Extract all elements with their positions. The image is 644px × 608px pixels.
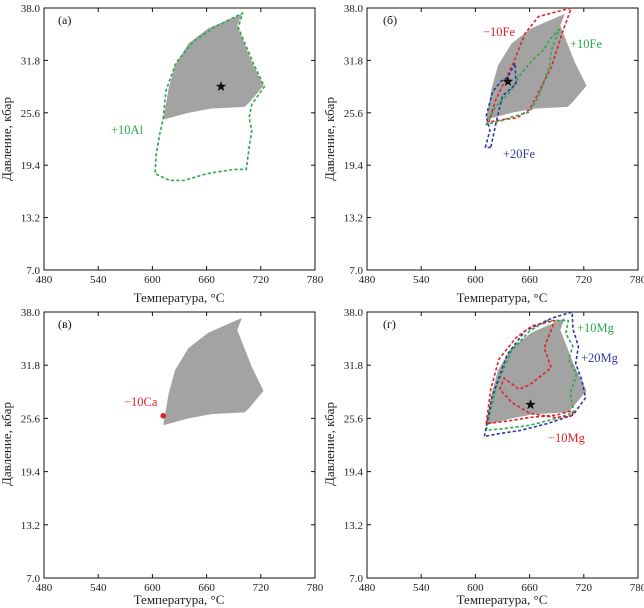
y-axis-label: Давление, кбар — [0, 402, 14, 486]
x-tick-label: 660 — [198, 582, 215, 594]
y-tick-label: 38.0 — [21, 3, 41, 15]
annotation-plus10mg: +10Mg — [577, 321, 615, 335]
y-tick-label: 19.4 — [344, 467, 364, 479]
annotation-minus10ca: −10Ca — [124, 395, 158, 409]
y-tick-label: 25.6 — [344, 108, 364, 120]
x-tick-label: 600 — [467, 274, 484, 286]
y-tick-label: 13.2 — [21, 520, 40, 532]
y-tick-label: 13.2 — [344, 213, 363, 225]
x-tick-label: 480 — [359, 582, 376, 594]
y-axis-label: Давление, кбар — [322, 97, 337, 181]
star-marker — [525, 399, 536, 410]
y-tick-label: 31.8 — [21, 55, 41, 67]
contour-minus10mg — [485, 319, 574, 425]
contour-plus10mg — [485, 319, 578, 432]
plot-frame — [43, 7, 316, 271]
plot-frame — [43, 311, 316, 579]
y-tick-label: 31.8 — [21, 360, 41, 372]
y-tick-label: 7.0 — [349, 573, 363, 585]
x-tick-label: 660 — [521, 274, 538, 286]
x-axis-label: Температура, °C — [457, 592, 548, 607]
x-tick-label: 780 — [307, 582, 324, 594]
annotation-minus10fe: −10Fe — [483, 25, 516, 39]
x-tick-label: 600 — [144, 582, 161, 594]
contour-minus10fe — [488, 7, 573, 123]
x-tick-label: 540 — [413, 582, 430, 594]
annotation-plus20mg: +20Mg — [581, 351, 619, 365]
x-tick-label: 720 — [576, 582, 593, 594]
x-tick-label: 480 — [36, 274, 53, 286]
contour-plus20mg — [483, 311, 587, 438]
x-tick-label: 660 — [198, 274, 215, 286]
x-tick-label: 480 — [359, 274, 376, 286]
y-tick-label: 25.6 — [21, 108, 41, 120]
y-tick-label: 31.8 — [344, 360, 364, 372]
x-tick-label: 780 — [307, 274, 324, 286]
panel-label: (г) — [383, 317, 396, 331]
y-tick-label: 19.4 — [344, 160, 364, 172]
y-tick-label: 7.0 — [349, 265, 363, 277]
panel-label: (в) — [58, 317, 72, 331]
panel-b: 480 540 600 660 720 780 7.0 13.2 19.4 25.6 31.8 38.… — [322, 3, 644, 305]
annotation-minus10mg: −10Mg — [548, 431, 586, 445]
y-tick-label: 19.4 — [21, 467, 41, 479]
base-stability-region — [163, 13, 264, 120]
base-stability-region — [163, 318, 264, 426]
y-tick-label: 13.2 — [21, 213, 40, 225]
x-tick-label: 780 — [630, 582, 644, 594]
annotation-plus10fe: +10Fe — [570, 37, 603, 51]
y-tick-label: 38.0 — [21, 307, 41, 319]
x-tick-label: 780 — [630, 274, 644, 286]
x-tick-label: 660 — [521, 582, 538, 594]
y-axis-label: Давление, кбар — [0, 97, 14, 181]
annotation-plus10al: +10Al — [111, 123, 144, 137]
panel-label: (б) — [383, 13, 397, 27]
y-tick-label: 7.0 — [26, 573, 40, 585]
y-tick-label: 7.0 — [26, 265, 40, 277]
y-tick-label: 25.6 — [21, 413, 41, 425]
point-minus10ca — [160, 413, 166, 419]
star-marker — [502, 76, 514, 86]
x-tick-label: 540 — [413, 274, 430, 286]
x-tick-label: 600 — [467, 582, 484, 594]
y-tick-label: 13.2 — [344, 520, 363, 532]
x-axis-label: Температура, °C — [134, 592, 225, 607]
y-tick-label: 19.4 — [21, 160, 41, 172]
contour-plus20fe — [484, 62, 517, 149]
contour-plus10fe — [485, 28, 561, 126]
annotation-plus20fe: +20Fe — [503, 147, 536, 161]
panel-label: (а) — [58, 13, 71, 27]
x-tick-label: 540 — [90, 582, 107, 594]
panel-d: 480 540 600 660 720 780 7.0 13.2 19.4 25.6 31.8 38.… — [322, 307, 644, 607]
y-tick-label: 38.0 — [344, 307, 364, 319]
x-tick-label: 480 — [36, 582, 53, 594]
panel-c: 480 540 600 660 720 780 7.0 13.2 19.4 25.6 31.8 38.… — [0, 307, 324, 607]
x-tick-label: 720 — [253, 582, 270, 594]
y-axis-label: Давление, кбар — [322, 402, 337, 486]
x-axis-label: Температура, °C — [457, 290, 548, 305]
x-axis-label: Температура, °C — [134, 290, 225, 305]
plot-frame — [366, 7, 639, 271]
base-stability-region — [486, 13, 587, 120]
x-tick-label: 720 — [253, 274, 270, 286]
panel-a: 480 540 600 660 720 780 7.0 13.2 19.4 25.6 31.8 38.… — [0, 3, 324, 305]
x-tick-label: 540 — [90, 274, 107, 286]
contour-plus10al — [154, 12, 266, 182]
star-marker — [215, 81, 227, 92]
x-tick-label: 720 — [576, 274, 593, 286]
y-tick-label: 38.0 — [344, 3, 364, 15]
y-tick-label: 31.8 — [344, 55, 364, 67]
plot-frame — [366, 311, 639, 579]
x-tick-label: 600 — [144, 274, 161, 286]
y-tick-label: 25.6 — [344, 413, 364, 425]
base-stability-region — [486, 318, 587, 426]
